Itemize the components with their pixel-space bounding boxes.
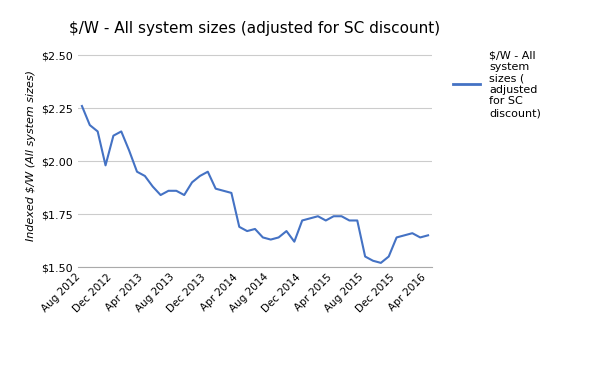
Title: $/W - All system sizes (adjusted for SC discount): $/W - All system sizes (adjusted for SC …: [70, 22, 440, 36]
Y-axis label: Indexed $/W (All system sizes): Indexed $/W (All system sizes): [26, 70, 36, 241]
Legend: $/W - All
system
sizes (
adjusted
for SC
discount): $/W - All system sizes ( adjusted for SC…: [448, 46, 545, 122]
